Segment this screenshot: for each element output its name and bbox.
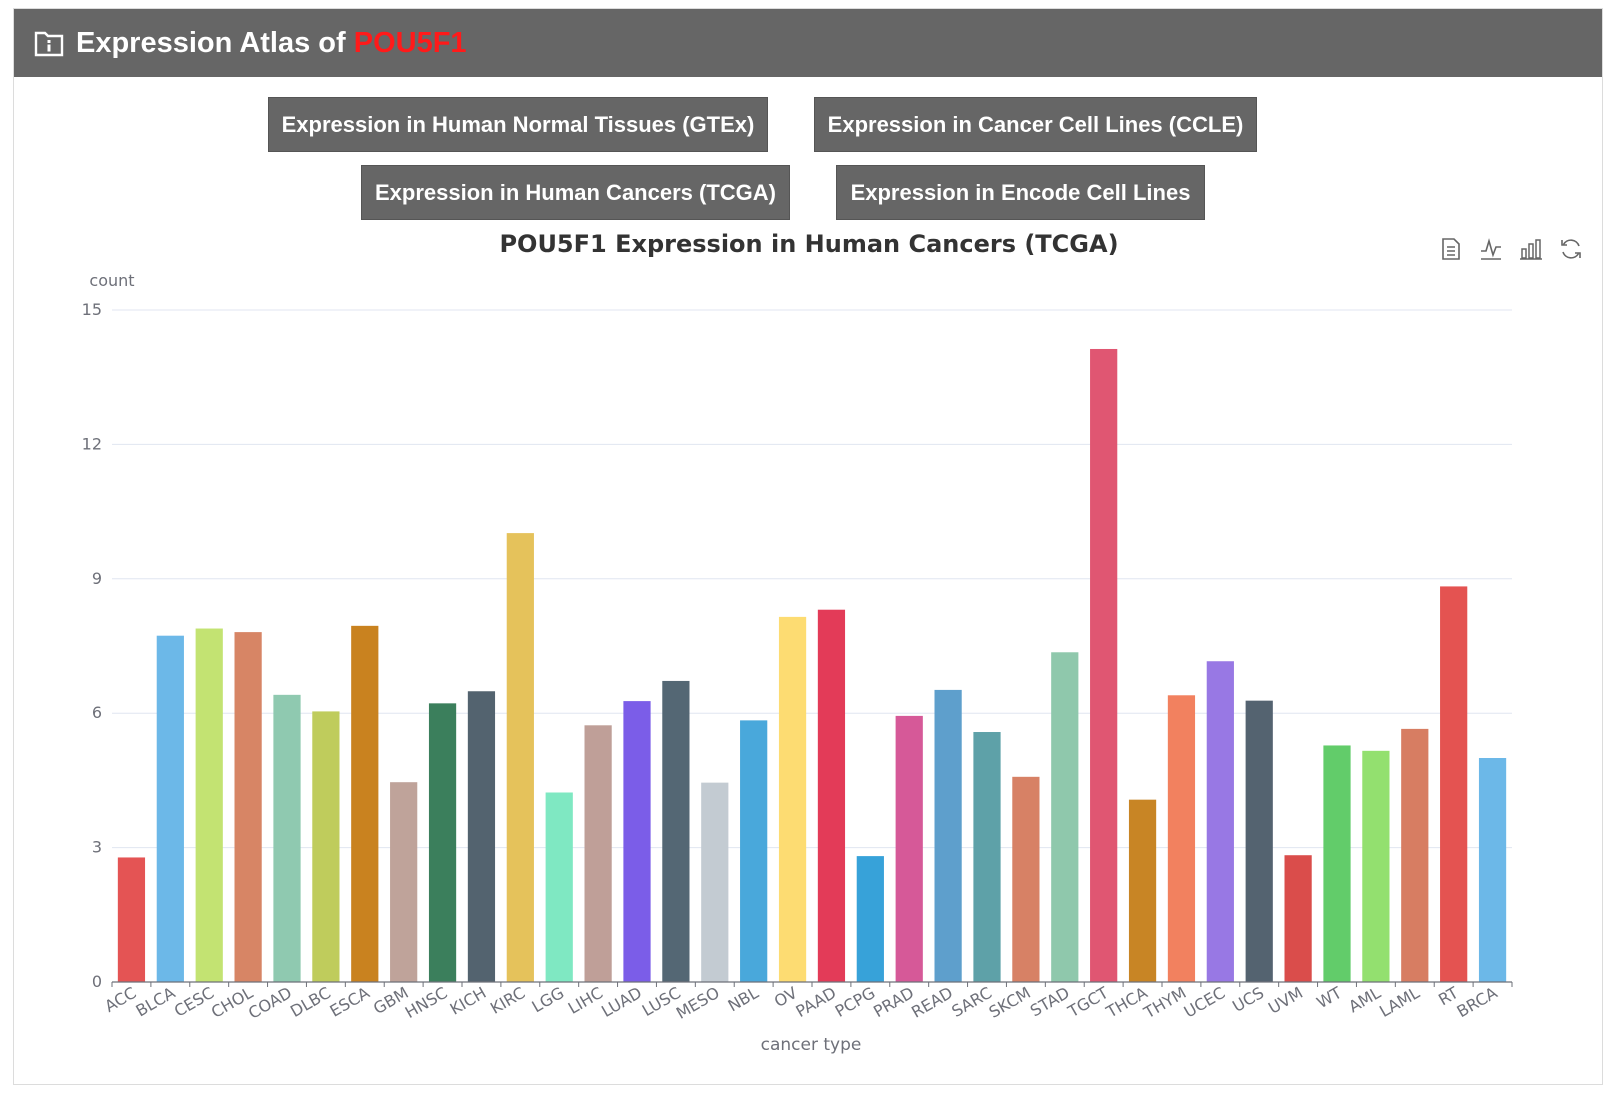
- panel-header: Expression Atlas of POU5F1: [14, 9, 1602, 77]
- gene-name: POU5F1: [353, 26, 467, 59]
- expression-atlas-panel: Expression Atlas of POU5F1 Expression in…: [13, 8, 1603, 1085]
- encode-button[interactable]: Expression in Encode Cell Lines: [836, 165, 1205, 220]
- gtex-button[interactable]: Expression in Human Normal Tissues (GTEx…: [268, 97, 768, 152]
- bar-chart-icon[interactable]: [1517, 235, 1545, 263]
- chart-toolbox: [1437, 235, 1585, 263]
- info-folder-icon: [34, 29, 64, 57]
- line-chart-icon[interactable]: [1477, 235, 1505, 263]
- data-view-icon[interactable]: [1437, 235, 1465, 263]
- panel-title: Expression Atlas of POU5F1: [76, 27, 467, 60]
- ccle-button[interactable]: Expression in Cancer Cell Lines (CCLE): [814, 97, 1257, 152]
- tcga-button[interactable]: Expression in Human Cancers (TCGA): [361, 165, 790, 220]
- chart-title: POU5F1 Expression in Human Cancers (TCGA…: [499, 230, 1119, 258]
- title-prefix: Expression Atlas of: [76, 26, 346, 59]
- restore-icon[interactable]: [1557, 235, 1585, 263]
